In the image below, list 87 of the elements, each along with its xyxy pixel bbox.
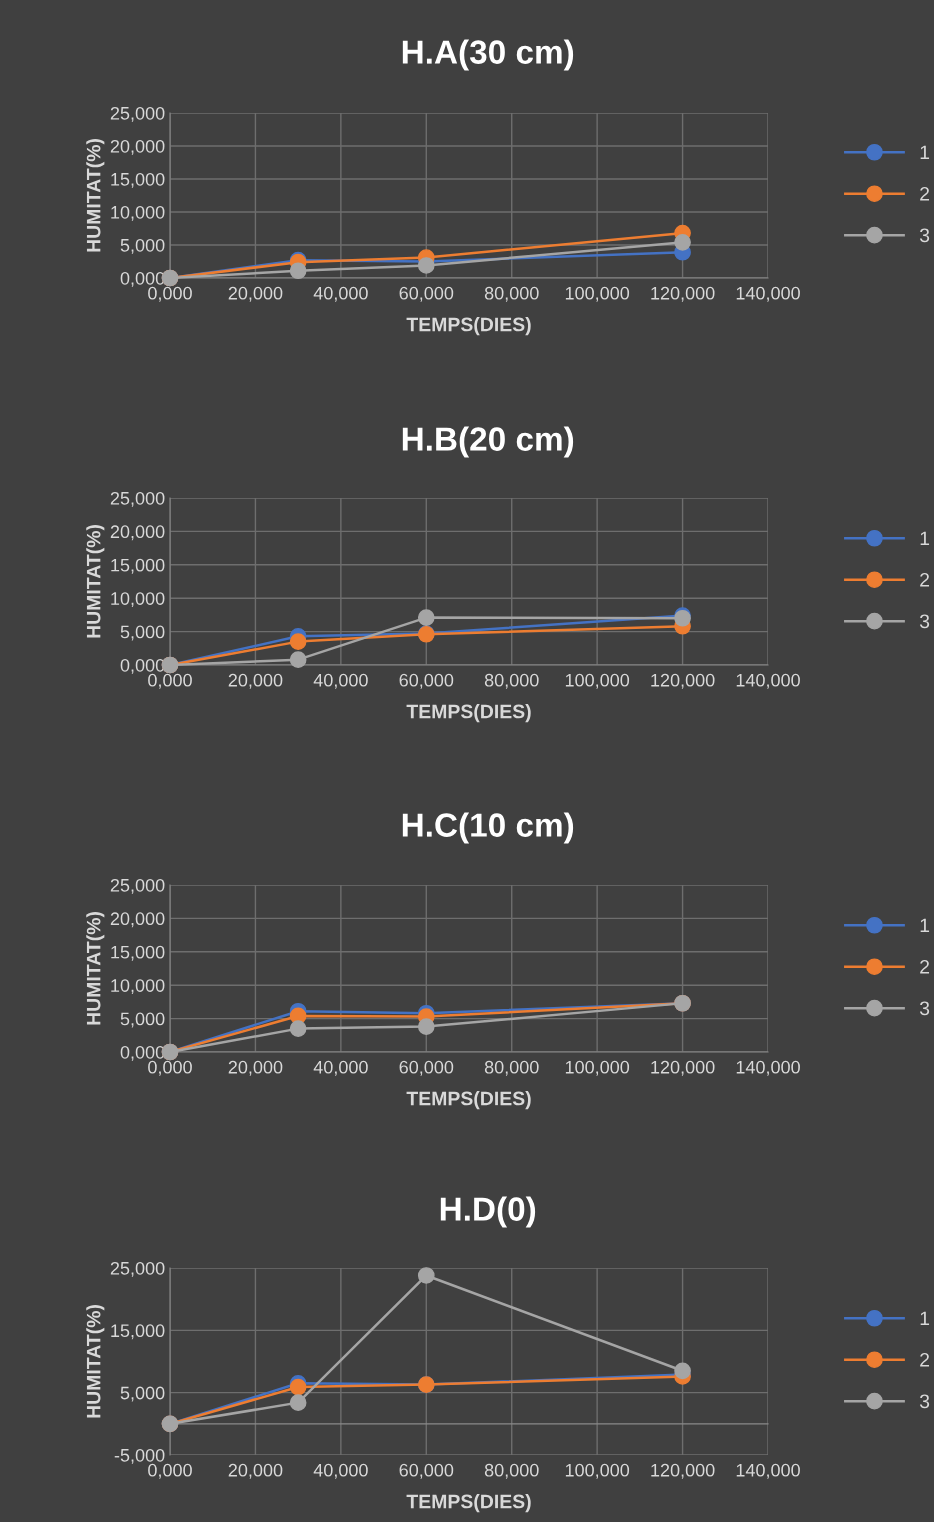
- y-tick-label: 25,000: [110, 878, 165, 894]
- y-tick-label: 10,000: [111, 592, 165, 608]
- x-tick-label: 20,000: [228, 286, 283, 302]
- chart-title: H.A(30 cm): [402, 39, 574, 71]
- y-axis-title: HUMITAT(%): [86, 912, 105, 1025]
- y-tick-label: 10,000: [111, 205, 165, 221]
- x-tick-label: 20,000: [228, 1463, 283, 1479]
- x-tick-label: 20,000: [228, 1060, 283, 1076]
- chart-title: H.D(0): [440, 1196, 536, 1228]
- x-tick-label: 120,000: [651, 1060, 715, 1076]
- y-tick-label: 25,000: [110, 106, 165, 122]
- y-axis-title: HUMITAT(%): [86, 1305, 105, 1418]
- x-tick-label: 40,000: [313, 286, 368, 302]
- y-tick-label: 20,000: [110, 139, 165, 155]
- x-tick-label: 140,000: [736, 1463, 800, 1479]
- point: [289, 262, 307, 280]
- legend-label: 3: [919, 1001, 930, 1016]
- x-tick-label: 0,000: [148, 1463, 192, 1479]
- x-tick-label: 60,000: [399, 286, 454, 302]
- x-tick-label: 100,000: [565, 1060, 630, 1076]
- x-tick-label: 80,000: [484, 673, 539, 689]
- legend-label: 2: [920, 1352, 930, 1367]
- legend-label: 3: [919, 1394, 930, 1409]
- x-axis-title: TEMPS(DIES): [406, 317, 531, 336]
- x-tick-label: 100,000: [565, 1463, 630, 1479]
- x-tick-label: 140,000: [736, 1060, 800, 1076]
- legend-label: 2: [920, 959, 930, 974]
- x-axis-title: TEMPS(DIES): [406, 704, 531, 723]
- y-tick-label: 20,000: [110, 525, 165, 541]
- y-tick-label: 15,000: [111, 1324, 165, 1340]
- y-tick-label: 20,000: [110, 912, 165, 928]
- point: [674, 1362, 691, 1380]
- x-tick-label: 40,000: [313, 1060, 368, 1076]
- x-tick-label: 0,000: [148, 1060, 192, 1076]
- y-tick-label: 15,000: [111, 945, 165, 961]
- x-tick-label: 40,000: [313, 673, 368, 689]
- x-tick-label: 20,000: [228, 673, 283, 689]
- point: [417, 1267, 435, 1284]
- chart-title: H.C(10 cm): [402, 812, 574, 844]
- y-tick-label: 25,000: [110, 491, 165, 507]
- x-tick-label: 100,000: [565, 286, 630, 302]
- point: [289, 1394, 307, 1411]
- legend-label: 1: [920, 918, 930, 933]
- x-tick-label: 80,000: [484, 1463, 539, 1479]
- x-tick-label: 140,000: [736, 286, 800, 302]
- x-tick-label: 120,000: [651, 286, 715, 302]
- x-tick-label: 80,000: [484, 1060, 539, 1076]
- point: [289, 633, 307, 650]
- legend-label: 3: [919, 614, 930, 629]
- legend-label: 1: [920, 145, 930, 160]
- legend-label: 1: [920, 1311, 930, 1326]
- legend-label: 1: [920, 531, 930, 546]
- x-tick-label: 0,000: [148, 286, 192, 302]
- y-tick-label: 5,000: [120, 625, 165, 641]
- point: [417, 257, 435, 274]
- x-axis-title: TEMPS(DIES): [406, 1494, 531, 1513]
- point: [289, 1020, 307, 1037]
- x-tick-label: 100,000: [565, 673, 630, 689]
- x-axis-title: TEMPS(DIES): [406, 1091, 531, 1110]
- x-tick-label: 120,000: [651, 1463, 715, 1479]
- x-tick-label: 40,000: [313, 1463, 368, 1479]
- x-tick-label: 60,000: [399, 1060, 454, 1076]
- legend-label: 3: [919, 228, 930, 243]
- point: [289, 1378, 307, 1396]
- y-tick-label: 5,000: [120, 238, 165, 254]
- y-tick-label: 5,000: [120, 1386, 165, 1402]
- x-tick-label: 60,000: [399, 673, 454, 689]
- y-tick-label: -5,000: [114, 1448, 165, 1464]
- y-tick-label: 10,000: [111, 979, 165, 995]
- y-tick-label: 25,000: [110, 1261, 165, 1277]
- x-tick-label: 140,000: [736, 673, 800, 689]
- legend-label: 2: [920, 572, 930, 587]
- y-tick-label: 15,000: [111, 558, 165, 574]
- point: [417, 609, 435, 626]
- y-axis-title: HUMITAT(%): [86, 139, 105, 252]
- point: [674, 234, 691, 251]
- legend-label: 2: [920, 186, 930, 201]
- chart-title: H.B(20 cm): [402, 426, 574, 458]
- point: [289, 651, 307, 668]
- y-tick-label: 15,000: [111, 172, 165, 188]
- x-tick-label: 0,000: [148, 673, 192, 689]
- x-tick-label: 120,000: [651, 673, 715, 689]
- x-tick-label: 80,000: [484, 286, 539, 302]
- point: [417, 1018, 435, 1035]
- y-axis-title: HUMITAT(%): [86, 525, 105, 638]
- y-tick-label: 5,000: [120, 1012, 165, 1028]
- x-tick-label: 60,000: [399, 1463, 454, 1479]
